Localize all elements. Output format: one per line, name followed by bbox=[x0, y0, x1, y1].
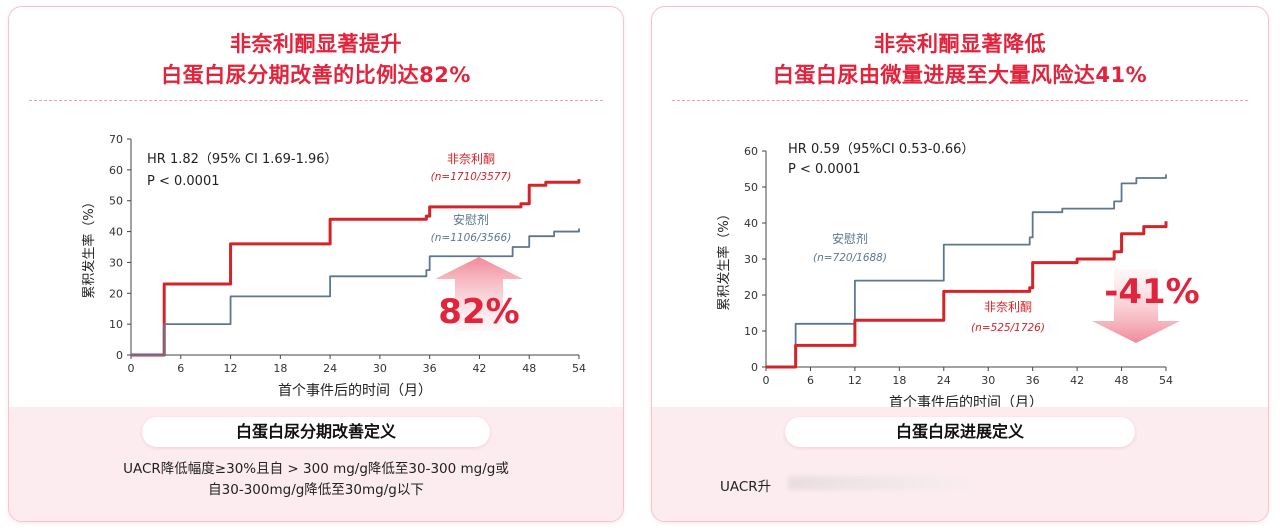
callout-value: -41% bbox=[1104, 272, 1200, 312]
definition-title: 白蛋白尿进展定义 bbox=[785, 417, 1135, 447]
definition-line-1: UACR降低幅度≥30%且自 > 300 mg/g降低至30-300 mg/g或 bbox=[123, 461, 509, 477]
callout-value: 82% bbox=[438, 292, 519, 332]
x-axis-label: 首个事件后的时间（月） bbox=[889, 395, 1043, 407]
y-tick-label: 0 bbox=[751, 361, 758, 374]
definition-section: 白蛋白尿分期改善定义 UACR降低幅度≥30%且自 > 300 mg/g降低至3… bbox=[9, 407, 623, 521]
x-tick-label: 30 bbox=[981, 374, 995, 387]
series-n-label: (n=720/1688) bbox=[813, 252, 887, 264]
right-panel: 非奈利酮显著降低 白蛋白尿由微量进展至大量风险达41% 0 6 12 18 24 30 36… bbox=[651, 6, 1269, 522]
definition-text: UACR降低幅度≥30%且自 > 300 mg/g降低至30-300 mg/g或… bbox=[9, 459, 623, 501]
y-tick-label: 50 bbox=[109, 195, 123, 208]
stat-annotation: P < 0.0001 bbox=[147, 174, 219, 189]
y-tick-label: 0 bbox=[116, 349, 123, 362]
right-chart: 0 6 12 18 24 30 36 42 48 54 0 10 20 30 40 50 60 首个事件后的时间（… bbox=[716, 142, 1200, 407]
y-tick-label: 20 bbox=[109, 287, 123, 300]
series-name-label: 非奈利酮 bbox=[984, 300, 1032, 314]
definition-section: 白蛋白尿进展定义 UACR升 bbox=[652, 407, 1268, 521]
y-tick-label: 60 bbox=[109, 164, 123, 177]
series-name-label: 非奈利酮 bbox=[447, 152, 495, 166]
title-line-2: 白蛋白尿分期改善的比例达82% bbox=[161, 63, 471, 87]
blurred-text bbox=[788, 476, 978, 490]
x-tick-label: 0 bbox=[128, 362, 135, 375]
dashed-divider bbox=[29, 100, 603, 101]
y-tick-label: 70 bbox=[109, 133, 123, 146]
definition-line-1: UACR升 bbox=[720, 479, 772, 495]
y-tick-label: 60 bbox=[744, 145, 758, 158]
title-line-2: 白蛋白尿由微量进展至大量风险达41% bbox=[772, 63, 1148, 87]
stat-annotation: P < 0.0001 bbox=[788, 162, 860, 177]
series-line bbox=[131, 179, 581, 357]
series-name-label: 安慰剂 bbox=[453, 212, 489, 227]
y-tick-label: 20 bbox=[744, 289, 758, 302]
x-axis-label: 首个事件后的时间（月） bbox=[278, 383, 432, 399]
definition-title: 白蛋白尿分期改善定义 bbox=[142, 417, 490, 447]
x-tick-label: 48 bbox=[1115, 374, 1129, 387]
dashed-divider bbox=[672, 100, 1248, 101]
y-axis-label: 累积发生率（%） bbox=[81, 195, 97, 298]
series-n-label: (n=525/1726) bbox=[971, 322, 1045, 334]
panel-title: 非奈利酮显著提升 白蛋白尿分期改善的比例达82% bbox=[9, 29, 623, 91]
x-tick-label: 18 bbox=[892, 374, 906, 387]
x-tick-label: 30 bbox=[373, 362, 387, 375]
y-tick-label: 30 bbox=[744, 253, 758, 266]
callout-arrow bbox=[435, 257, 523, 331]
left-chart: 0 6 12 18 24 30 36 42 48 54 0 10 20 30 40 50 60 70 首个事件后的时… bbox=[81, 133, 586, 399]
x-tick-label: 24 bbox=[937, 374, 951, 387]
x-tick-label: 48 bbox=[522, 362, 536, 375]
x-tick-label: 36 bbox=[423, 362, 437, 375]
x-tick-label: 18 bbox=[273, 362, 287, 375]
series-n-label: (n=1710/3577) bbox=[431, 171, 512, 183]
x-tick-label: 54 bbox=[572, 362, 586, 375]
stat-annotation: HR 1.82（95% CI 1.69-1.96） bbox=[147, 152, 338, 167]
stat-annotation: HR 0.59（95%CI 0.53-0.66） bbox=[788, 142, 974, 157]
series-n-label: (n=1106/3566) bbox=[431, 232, 512, 244]
y-tick-label: 50 bbox=[744, 181, 758, 194]
x-tick-label: 54 bbox=[1159, 374, 1173, 387]
x-tick-label: 0 bbox=[763, 374, 770, 387]
x-tick-label: 12 bbox=[848, 374, 862, 387]
y-tick-label: 40 bbox=[109, 226, 123, 239]
series-line bbox=[131, 228, 580, 356]
series-line bbox=[766, 174, 1167, 368]
x-tick-label: 12 bbox=[224, 362, 238, 375]
x-tick-label: 24 bbox=[323, 362, 337, 375]
left-panel: 非奈利酮显著提升 白蛋白尿分期改善的比例达82% 0 6 12 18 24 30 36 42 4… bbox=[8, 6, 624, 522]
y-tick-label: 30 bbox=[109, 256, 123, 269]
x-tick-label: 42 bbox=[1070, 374, 1084, 387]
title-line-1: 非奈利酮显著降低 bbox=[874, 32, 1046, 56]
y-tick-label: 10 bbox=[744, 325, 758, 338]
x-tick-label: 36 bbox=[1026, 374, 1040, 387]
callout-arrow bbox=[1092, 269, 1180, 343]
x-tick-label: 42 bbox=[472, 362, 486, 375]
y-axis-label: 累积发生率（%） bbox=[716, 207, 732, 310]
x-tick-label: 6 bbox=[177, 362, 184, 375]
title-line-1: 非奈利酮显著提升 bbox=[230, 32, 402, 56]
x-tick-label: 6 bbox=[807, 374, 814, 387]
y-tick-label: 40 bbox=[744, 217, 758, 230]
definition-line-2: 自30-300mg/g降低至30mg/g以下 bbox=[208, 482, 424, 498]
panel-title: 非奈利酮显著降低 白蛋白尿由微量进展至大量风险达41% bbox=[652, 29, 1268, 91]
series-line bbox=[766, 221, 1168, 369]
y-tick-label: 10 bbox=[109, 318, 123, 331]
series-name-label: 安慰剂 bbox=[832, 231, 868, 246]
